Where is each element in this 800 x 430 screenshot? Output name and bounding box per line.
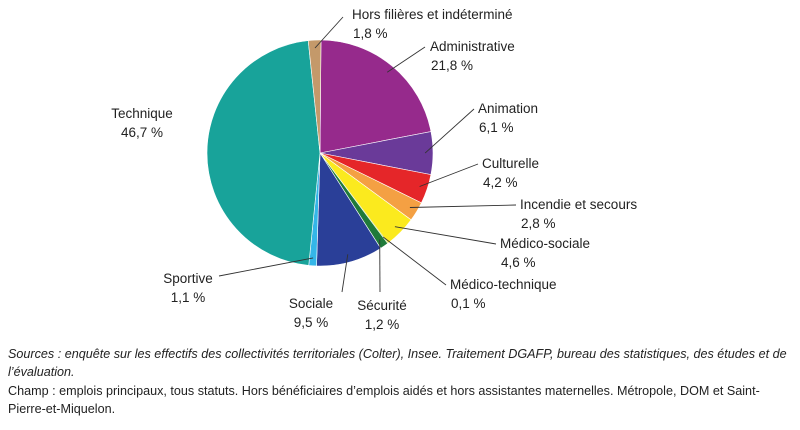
- slice-value-5: 4,6 %: [501, 255, 536, 270]
- slice-label-6: Médico-technique: [450, 277, 557, 292]
- slice-label-1: Administrative: [430, 39, 515, 54]
- leader-line-8: [341, 254, 349, 293]
- slice-value-11: 1,8 %: [353, 26, 388, 41]
- chart-notes: Sources : enquête sur les effectifs des …: [8, 346, 792, 418]
- slice-value-7: 1,2 %: [365, 317, 400, 332]
- leader-line-6: [382, 236, 447, 286]
- slice-label-10: Technique: [111, 106, 173, 121]
- scope-note: Champ : emplois principaux, tous statuts…: [8, 384, 760, 416]
- pie-slice-5: [319, 152, 412, 244]
- leader-line-9: [218, 257, 314, 277]
- slice-value-1: 21,8 %: [431, 58, 473, 73]
- slice-labels: Administrative 21,8 % Animation 6,1 % Cultur…: [111, 7, 637, 332]
- slice-value-4: 2,8 %: [521, 216, 556, 231]
- slice-label-5: Médico-sociale: [500, 236, 590, 251]
- slice-value-10: 46,7 %: [121, 125, 163, 140]
- leader-line-4: [409, 204, 517, 208]
- leader-line-5: [394, 226, 497, 245]
- slice-label-3: Culturelle: [482, 156, 539, 171]
- slice-label-2: Animation: [478, 101, 538, 116]
- slice-label-11: Hors filières et indéterminé: [352, 7, 513, 22]
- slice-value-8: 9,5 %: [294, 315, 329, 330]
- slice-label-7: Sécurité: [357, 298, 407, 313]
- leader-line-1: [386, 46, 426, 73]
- pie-slice-10: [206, 40, 321, 266]
- slice-value-3: 4,2 %: [483, 175, 518, 190]
- pie-slice-1: [319, 39, 432, 154]
- slice-label-8: Sociale: [289, 296, 333, 311]
- pie-slices: [206, 39, 434, 267]
- pie-chart: Administrative 21,8 % Animation 6,1 % Cultur…: [111, 7, 637, 332]
- pie-slice-11: [307, 39, 322, 154]
- slice-value-2: 6,1 %: [479, 120, 514, 135]
- leader-line-2: [424, 108, 475, 154]
- sources-note: Sources : enquête sur les effectifs des …: [8, 347, 787, 379]
- leader-line-11: [314, 16, 344, 49]
- slice-label-4: Incendie et secours: [520, 197, 637, 212]
- leader-lines: [218, 16, 517, 293]
- leader-line-3: [419, 163, 479, 187]
- slice-value-9: 1,1 %: [171, 290, 206, 305]
- slice-label-9: Sportive: [163, 271, 213, 286]
- slice-value-6: 0,1 %: [451, 296, 486, 311]
